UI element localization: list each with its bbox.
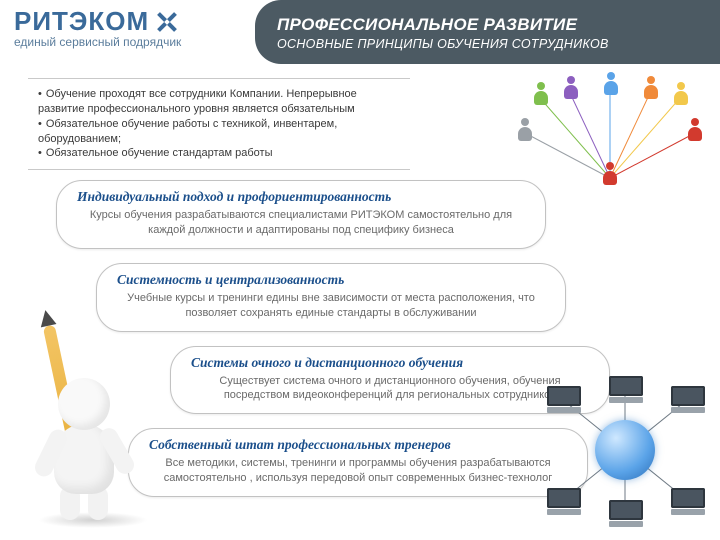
laptop-icon — [547, 386, 581, 412]
intro-text-1: Обучение проходят все сотрудники Компани… — [38, 88, 357, 115]
globe-icon — [595, 420, 655, 480]
principle-card: Собственный штат профессиональных тренер… — [128, 428, 588, 497]
network-node-person-icon — [674, 82, 688, 106]
intro-line-1: •Обучение проходят все сотрудники Компан… — [38, 87, 400, 117]
brand-mark-icon — [153, 8, 181, 36]
network-node-person-icon — [518, 118, 532, 142]
laptop-icon — [609, 500, 643, 526]
network-node-person-icon — [604, 72, 618, 96]
principle-body: Существует система очного и дистанционно… — [191, 374, 589, 404]
principle-body: Учебные курсы и тренинги едины вне завис… — [117, 291, 545, 321]
network-node-person-icon — [534, 82, 548, 106]
intro-line-2: •Обязательное обучение работы с техникой… — [38, 117, 400, 147]
principle-title: Собственный штат профессиональных тренер… — [149, 437, 567, 453]
intro-box: •Обучение проходят все сотрудники Компан… — [28, 78, 410, 170]
laptop-icon — [547, 488, 581, 514]
principle-card: Индивидуальный подход и профориентирован… — [56, 180, 546, 249]
brand-tagline: единый сервисный подрядчик — [14, 35, 245, 49]
network-node-person-icon — [564, 76, 578, 100]
network-node-person-icon — [688, 118, 702, 142]
intro-text-2: Обязательное обучение работы с техникой,… — [38, 118, 337, 145]
globe-network-icon — [537, 380, 712, 530]
intro-text-3: Обязательное обучение стандартам работы — [46, 147, 273, 159]
brand-name: РИТЭКОМ — [14, 6, 149, 37]
banner: ПРОФЕССИОНАЛЬНОЕ РАЗВИТИЕ ОСНОВНЫЕ ПРИНЦ… — [255, 0, 720, 64]
brand-logo-block: РИТЭКОМ единый сервисный подрядчик — [0, 0, 255, 64]
principle-body: Все методики, системы, тренинги и програ… — [149, 456, 567, 486]
principle-title: Системность и централизованность — [117, 272, 545, 288]
mascot-figure-icon — [8, 312, 168, 522]
banner-subtitle: ОСНОВНЫЕ ПРИНЦИПЫ ОБУЧЕНИЯ СОТРУДНИКОВ — [277, 37, 702, 51]
principle-title: Индивидуальный подход и профориентирован… — [77, 189, 525, 205]
principle-title: Системы очного и дистанционного обучения — [191, 355, 589, 371]
principle-body: Курсы обучения разрабатываются специалис… — [77, 208, 525, 238]
banner-title: ПРОФЕССИОНАЛЬНОЕ РАЗВИТИЕ — [277, 15, 702, 35]
network-node-person-icon — [644, 76, 658, 100]
laptop-icon — [671, 386, 705, 412]
header: РИТЭКОМ единый сервисный подрядчик ПРОФЕ… — [0, 0, 720, 64]
intro-line-3: •Обязательное обучение стандартам работы — [38, 146, 400, 161]
laptop-icon — [609, 376, 643, 402]
laptop-icon — [671, 488, 705, 514]
